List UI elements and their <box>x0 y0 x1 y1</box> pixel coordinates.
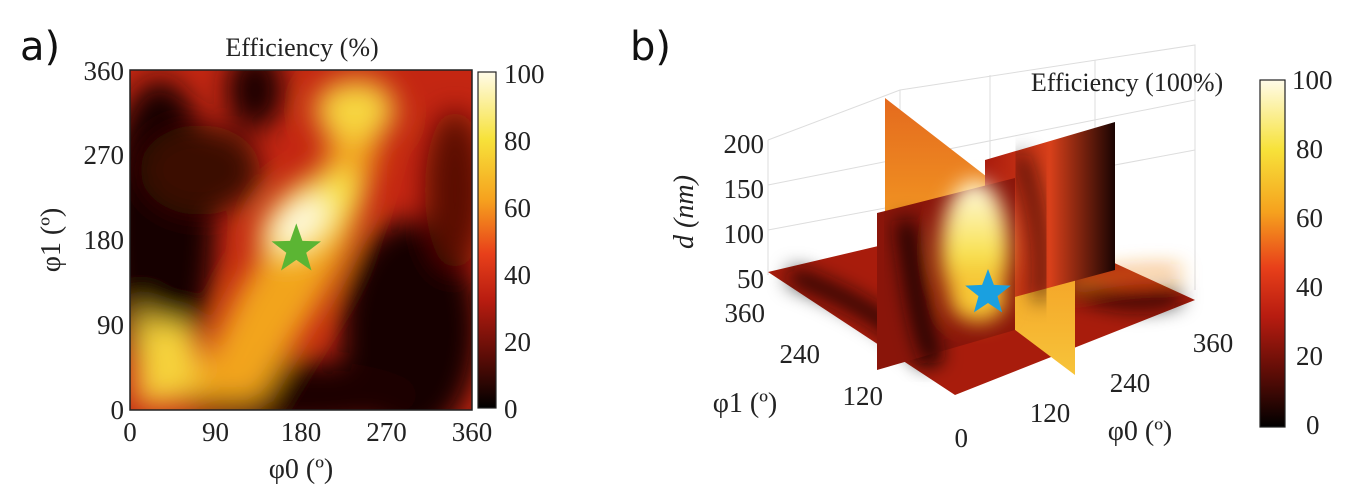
panel-a-label: a) <box>20 24 60 70</box>
panel-b-x-ticks: 120 240 360 <box>1030 328 1234 428</box>
panel-a-x-ticks: 0 90 180 270 360 <box>123 417 492 447</box>
x-tick-180: 180 <box>281 417 322 447</box>
panel-a: a) Efficiency (%) <box>20 24 545 485</box>
cb-b-tick-60: 60 <box>1296 203 1323 233</box>
z-tick-200: 200 <box>724 129 765 159</box>
phi0-tick-240: 240 <box>1110 368 1151 398</box>
phi1-tick-0: 0 <box>955 423 969 453</box>
panel-a-heatmap <box>130 70 472 410</box>
panel-b-colorbar-ticks: 0 20 40 60 80 100 <box>1292 65 1333 440</box>
panel-b-x-label: φ0 (º) <box>1108 416 1173 447</box>
x-tick-90: 90 <box>202 417 229 447</box>
panel-a-colorbar-ticks: 0 20 40 60 80 100 <box>504 59 545 424</box>
phi1-tick-240: 240 <box>780 339 821 369</box>
z-tick-100: 100 <box>724 219 765 249</box>
cb-b-tick-80: 80 <box>1296 134 1323 164</box>
cb-a-tick-40: 40 <box>504 260 531 290</box>
panel-b-z-ticks: 50 100 150 200 <box>724 129 765 294</box>
panel-a-y-ticks: 0 90 180 270 360 <box>84 56 125 425</box>
cb-a-tick-100: 100 <box>504 59 545 89</box>
panel-b-z-label: d (nm) <box>669 175 700 249</box>
cb-a-tick-60: 60 <box>504 193 531 223</box>
cb-b-tick-40: 40 <box>1296 272 1323 302</box>
cb-b-tick-0: 0 <box>1306 410 1320 440</box>
x-tick-0: 0 <box>123 417 137 447</box>
panel-b-y-ticks: 0 120 240 360 <box>725 298 969 453</box>
y-tick-90: 90 <box>97 310 124 340</box>
cb-b-tick-20: 20 <box>1296 341 1323 371</box>
panel-b-label: b) <box>630 24 671 70</box>
cb-a-tick-0: 0 <box>504 394 518 424</box>
panel-b-title: Efficiency (100%) <box>1031 68 1223 97</box>
cb-a-tick-80: 80 <box>504 126 531 156</box>
panel-b-vertical-slice-2 <box>985 122 1115 305</box>
phi0-tick-120: 120 <box>1030 398 1071 428</box>
panel-a-y-label: φ1 (º) <box>36 208 67 273</box>
x-tick-270: 270 <box>366 417 407 447</box>
panel-b: b) <box>630 24 1333 453</box>
phi1-tick-360: 360 <box>725 298 766 328</box>
phi1-tick-120: 120 <box>843 381 884 411</box>
cb-b-tick-100: 100 <box>1292 65 1333 95</box>
z-tick-50: 50 <box>737 264 764 294</box>
panel-a-colorbar <box>477 71 497 409</box>
phi0-tick-360: 360 <box>1193 328 1234 358</box>
cb-a-tick-20: 20 <box>504 327 531 357</box>
panel-a-title: Efficiency (%) <box>225 33 378 62</box>
panel-b-colorbar <box>1259 79 1286 428</box>
optimum-star-marker-3d <box>965 269 1011 313</box>
panel-a-x-label: φ0 (º) <box>269 454 334 485</box>
x-tick-360: 360 <box>452 417 493 447</box>
y-tick-270: 270 <box>84 140 125 170</box>
y-tick-360: 360 <box>84 56 125 86</box>
panel-b-y-label: φ1 (º) <box>713 388 778 419</box>
optimum-star-marker <box>271 223 321 271</box>
z-tick-150: 150 <box>724 174 765 204</box>
y-tick-0: 0 <box>111 395 125 425</box>
y-tick-180: 180 <box>84 225 125 255</box>
